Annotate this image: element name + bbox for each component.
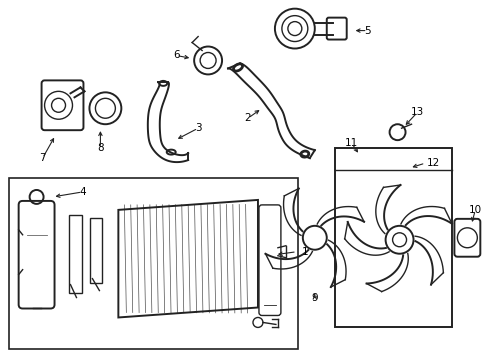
Text: 3: 3: [195, 123, 201, 133]
Text: 10: 10: [469, 205, 482, 215]
Bar: [9, 178, 298, 349]
Text: 8: 8: [97, 143, 104, 153]
Text: 4: 4: [79, 187, 86, 197]
Bar: [69, 215, 82, 293]
Bar: [335, 148, 452, 328]
Text: 7: 7: [39, 153, 46, 163]
Text: 13: 13: [411, 107, 424, 117]
Text: 11: 11: [345, 138, 358, 148]
Text: 1: 1: [301, 247, 308, 257]
Text: 2: 2: [245, 113, 251, 123]
Text: 5: 5: [365, 26, 371, 36]
Bar: [91, 218, 102, 283]
Text: 12: 12: [427, 158, 440, 168]
Text: 6: 6: [173, 50, 179, 60]
Text: 9: 9: [312, 293, 318, 302]
